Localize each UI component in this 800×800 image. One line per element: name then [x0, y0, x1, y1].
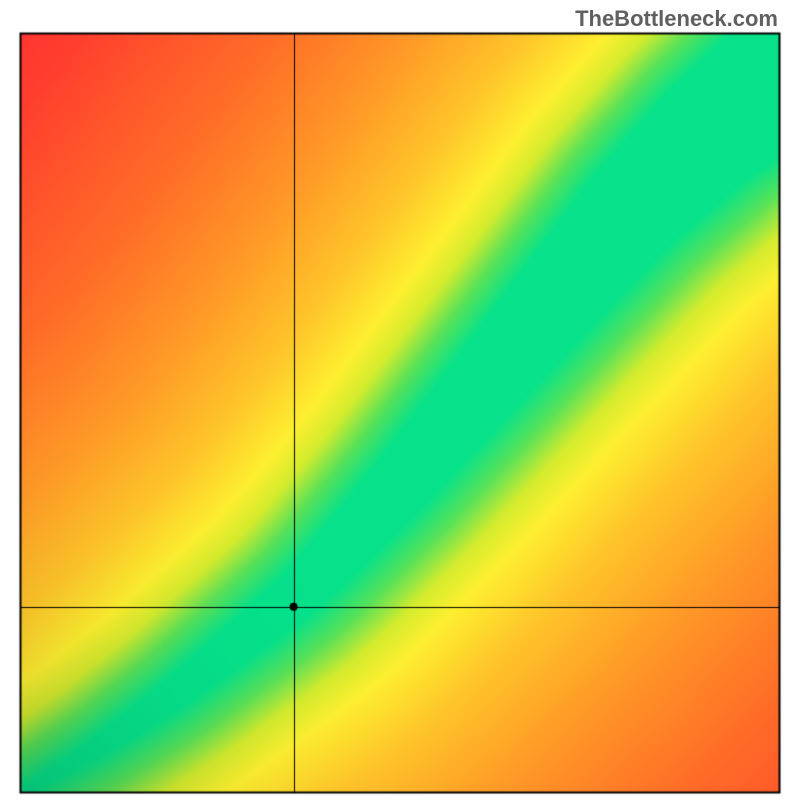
- bottleneck-heatmap: [0, 0, 800, 800]
- watermark-text: TheBottleneck.com: [575, 6, 778, 32]
